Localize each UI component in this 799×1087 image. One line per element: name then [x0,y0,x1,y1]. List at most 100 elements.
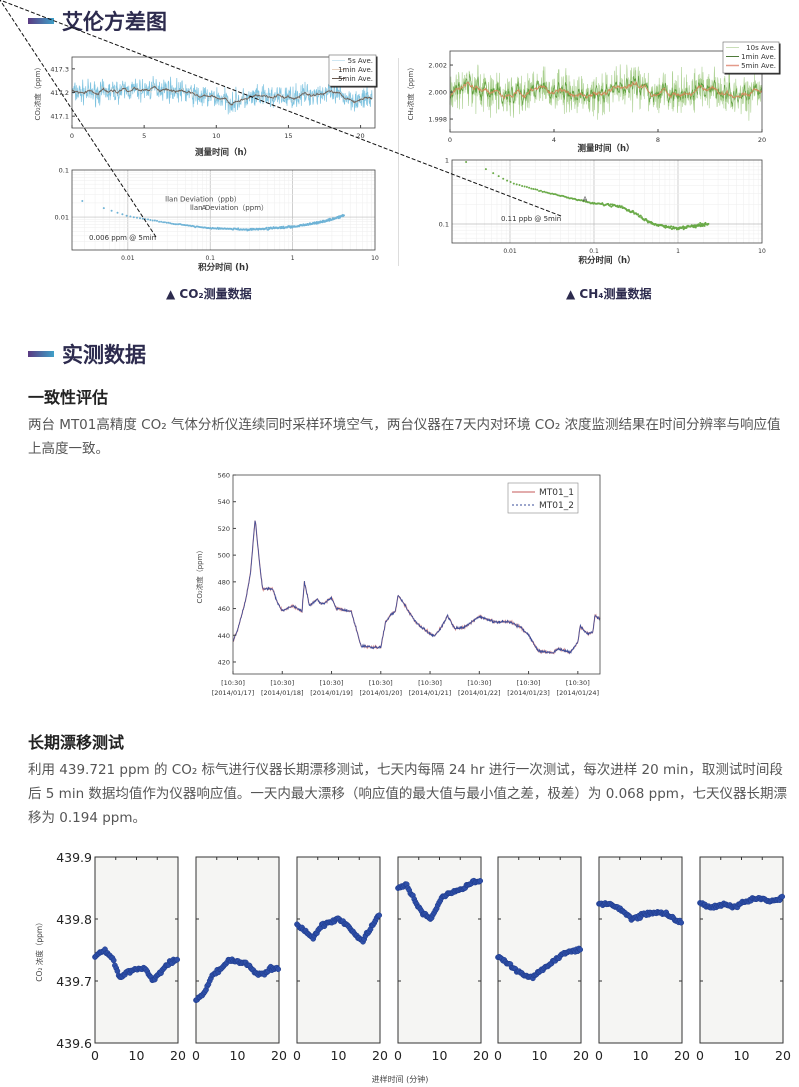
data-point [534,188,537,191]
x-tick-label: 20 [758,136,766,144]
y-tick-label: 1.998 [428,116,447,124]
data-point [151,219,154,222]
x-tick-label: 4 [552,136,556,144]
x-tick-label: 10 [212,132,220,140]
y-tick-label: 439.8 [56,912,92,927]
data-point [132,216,135,219]
x-tick-date-label: [2014/01/19] [310,689,353,697]
drift-panel [94,856,179,1044]
x-axis-label: 测量时间（h） [577,143,634,154]
data-point [637,213,640,216]
x-tick-time-label: [10:30] [270,679,294,687]
x-tick-date-label: [2014/01/20] [360,689,403,697]
y-axis-label: CH₄浓度（ppm） [406,64,415,121]
x-tick-label: 0 [192,1048,200,1063]
data-point [169,222,172,225]
data-point [639,214,642,217]
x-tick-date-label: [2014/01/17] [212,689,255,697]
y-axis-label: CO₂浓度（ppm） [195,547,204,604]
x-tick-label: 10 [432,1048,448,1063]
y-tick-label: 417.3 [50,65,69,73]
data-point [139,217,141,220]
data-point [525,186,528,188]
data-point [116,211,119,214]
x-tick-label: 0.1 [589,248,599,255]
x-tick-date-label: [2014/01/22] [458,689,501,697]
y-tick-label: 417.2 [50,89,69,97]
x-tick-label: 20 [775,1048,791,1063]
x-tick-date-label: [2014/01/21] [409,689,452,697]
y-tick-label: 480 [218,578,230,586]
data-point [502,177,505,180]
data-point [153,219,156,222]
x-tick-label: 20 [271,1048,287,1063]
x-tick-label: 0 [595,1048,603,1063]
x-tick-label: 10 [633,1048,649,1063]
x-tick-label: 10 [129,1048,145,1063]
legend-box [507,482,579,514]
data-point [149,219,152,221]
x-tick-label: 20 [473,1048,489,1063]
plot-bg [72,57,375,128]
data-point [110,209,113,212]
x-axis-label: 积分时间 (h) [198,262,249,273]
data-point [670,225,673,228]
x-tick-label: 15 [284,132,292,140]
data-point [699,222,702,224]
data-point [165,221,168,224]
section-title-text: 艾伦方差图 [62,10,167,34]
data-point [187,224,190,227]
x-tick-time-label: [10:30] [467,679,491,687]
x-tick-label: 1 [291,255,295,262]
data-point [549,192,552,195]
y-tick-label: 0.1 [439,221,449,229]
series-5min-ave [71,86,373,106]
x-axis-label: 测量时间（h） [195,147,252,158]
drift-panel [195,856,280,1044]
series-mt01-2 [232,520,601,655]
y-axis-label: CO₂ 浓度（ppm） [34,918,44,981]
y-tick-label: 1 [445,157,449,165]
data-point [545,191,547,194]
x-tick-label: 1 [676,248,680,255]
data-point [512,182,515,185]
data-point [163,221,166,224]
data-point [174,223,177,226]
data-point [465,161,468,163]
plot-frame [232,474,601,675]
x-tick-label: 20 [372,1048,388,1063]
data-point [275,966,282,973]
data-point [678,919,685,926]
data-point [129,215,132,218]
x-tick-label: 8 [656,136,660,144]
y-tick-label: 440 [218,632,230,640]
data-point [703,224,706,227]
x-tick-label: 20 [573,1048,589,1063]
annotation-label: 0.11 ppb @ 5min [501,215,561,223]
data-point [167,221,170,224]
data-point [521,185,524,187]
series-mt01-1 [232,520,601,655]
data-point [497,175,500,178]
x-tick-label: 10 [371,255,379,262]
data-point [528,186,531,189]
y-tick-label: 439.9 [56,850,92,865]
caption-co2: ▲ CO₂测量数据 [166,287,252,301]
x-tick-date-label: [2014/01/24] [557,689,600,697]
data-point [609,203,612,206]
plot-frame [71,169,376,251]
data-point [376,912,383,919]
x-tick-label: 0 [494,1048,502,1063]
y-tick-label: 417.1 [50,113,69,121]
data-point [523,185,526,188]
data-point [477,878,484,884]
x-tick-label: 0 [70,132,74,140]
caption-ch4: ▲ CH₄测量数据 [566,287,652,301]
consistency-title: 一致性评估 [28,388,109,407]
plot-frame [449,50,763,133]
data-point [532,188,535,190]
x-tick-label: 0 [696,1048,704,1063]
annotation-arrow [0,0,562,217]
data-point [175,223,178,226]
data-point [536,188,539,191]
